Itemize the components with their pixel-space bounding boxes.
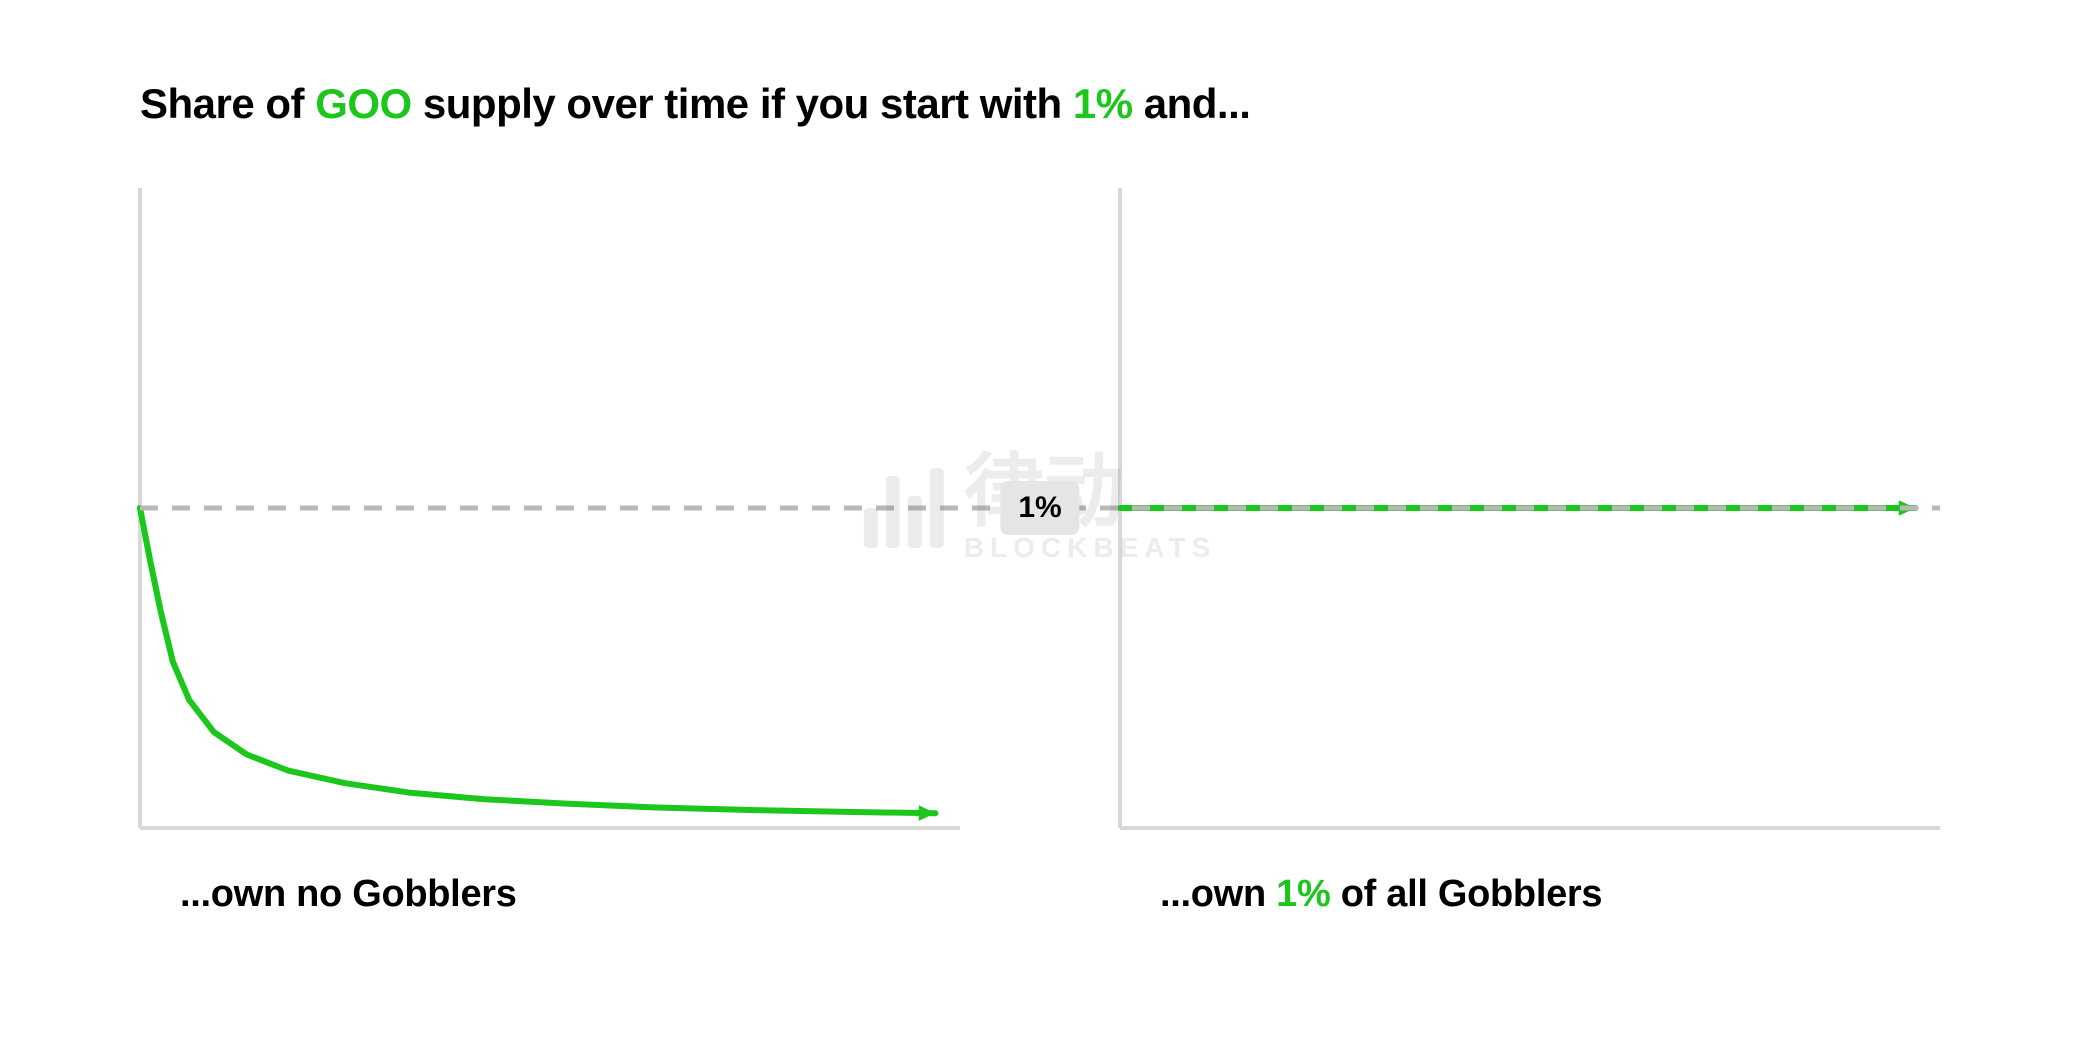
left-curve <box>140 508 935 813</box>
left-arrowhead-icon <box>919 805 936 821</box>
title-suffix: and... <box>1133 80 1251 127</box>
one-percent-badge: 1% <box>1000 481 1079 535</box>
left-chart: ...own no Gobblers <box>140 188 960 828</box>
right-chart: ...own 1% of all Gobblers <box>1120 188 1940 828</box>
left-chart-svg <box>140 188 960 828</box>
title-accent-pct: 1% <box>1073 80 1133 127</box>
title-mid: supply over time if you start with <box>412 80 1073 127</box>
right-chart-svg <box>1120 188 1940 828</box>
right-caption-suffix: of all Gobblers <box>1330 873 1602 915</box>
right-caption: ...own 1% of all Gobblers <box>1120 873 1940 916</box>
chart-container: Share of GOO supply over time if you sta… <box>0 0 2080 1040</box>
title-accent-goo: GOO <box>315 80 412 127</box>
charts-row: 律动 BLOCKBEATS 1% ...own no Gobblers <box>140 188 1940 828</box>
left-caption-prefix: ...own no Gobblers <box>180 873 517 915</box>
chart-title: Share of GOO supply over time if you sta… <box>140 80 1940 128</box>
right-caption-prefix: ...own <box>1160 873 1276 915</box>
left-axes <box>140 188 960 828</box>
right-caption-accent: 1% <box>1276 873 1330 915</box>
right-arrowhead-icon <box>1899 500 1916 516</box>
left-caption: ...own no Gobblers <box>140 873 960 916</box>
title-prefix: Share of <box>140 80 315 127</box>
